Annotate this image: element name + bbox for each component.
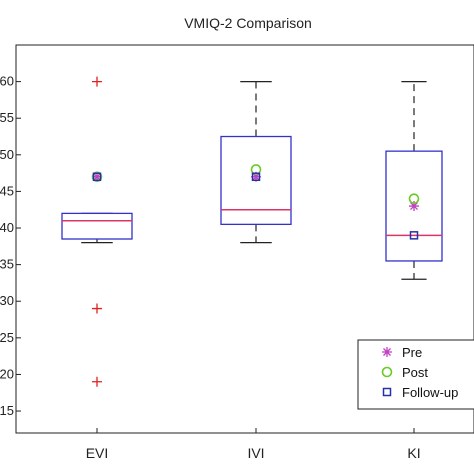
x-tick-label-evi: EVI [86, 445, 109, 461]
box-ivi [220, 135, 292, 226]
follow-up-marker-evi [92, 172, 102, 182]
y-tick-label: 45 [0, 183, 14, 198]
plot-frame [15, 44, 474, 434]
post-marker-evi [91, 171, 103, 183]
y-tick-label: 25 [0, 330, 14, 345]
pre-marker-ivi [251, 171, 261, 182]
pre-marker-evi [92, 171, 102, 182]
y-tick-label: 35 [0, 257, 14, 272]
post-marker-ki [408, 193, 420, 205]
chart-title: VMIQ-2 Comparison [184, 15, 312, 31]
y-tick-label: 30 [0, 293, 14, 308]
legend: Pre Post Follow-up [357, 339, 474, 410]
y-tick-label: 50 [0, 147, 14, 162]
legend-items: Pre Post Follow-up [381, 345, 458, 400]
axis-layer: 15 20 25 30 35 40 45 50 55 60 EVI IVI KI [0, 74, 421, 461]
y-tick-label: 55 [0, 110, 14, 125]
box-layer [61, 76, 443, 387]
follow-up-marker-ki [409, 231, 419, 240]
marker-layer [91, 164, 420, 240]
pre-marker-ki [409, 201, 419, 212]
legend-box [357, 339, 474, 410]
y-tick-label: 15 [0, 403, 14, 418]
legend-post-icon [381, 366, 393, 378]
legend-follow-up-icon [382, 387, 392, 397]
legend-pre-label: Pre [402, 345, 422, 360]
legend-pre-icon [382, 347, 392, 357]
y-tick-label: 60 [0, 74, 14, 89]
y-tick-label: 20 [0, 366, 14, 381]
follow-up-marker-ivi [251, 172, 261, 182]
box-ki [385, 150, 443, 262]
legend-follow-up-label: Follow-up [402, 385, 458, 400]
box-evi [61, 212, 133, 240]
x-tick-label-ki: KI [407, 445, 420, 461]
outlier-marker-evi [92, 303, 102, 314]
outlier-marker-evi [92, 376, 102, 387]
outlier-marker-evi [92, 76, 102, 87]
y-tick-label: 40 [0, 220, 14, 235]
legend-post-label: Post [402, 365, 428, 380]
x-tick-label-ivi: IVI [247, 445, 264, 461]
